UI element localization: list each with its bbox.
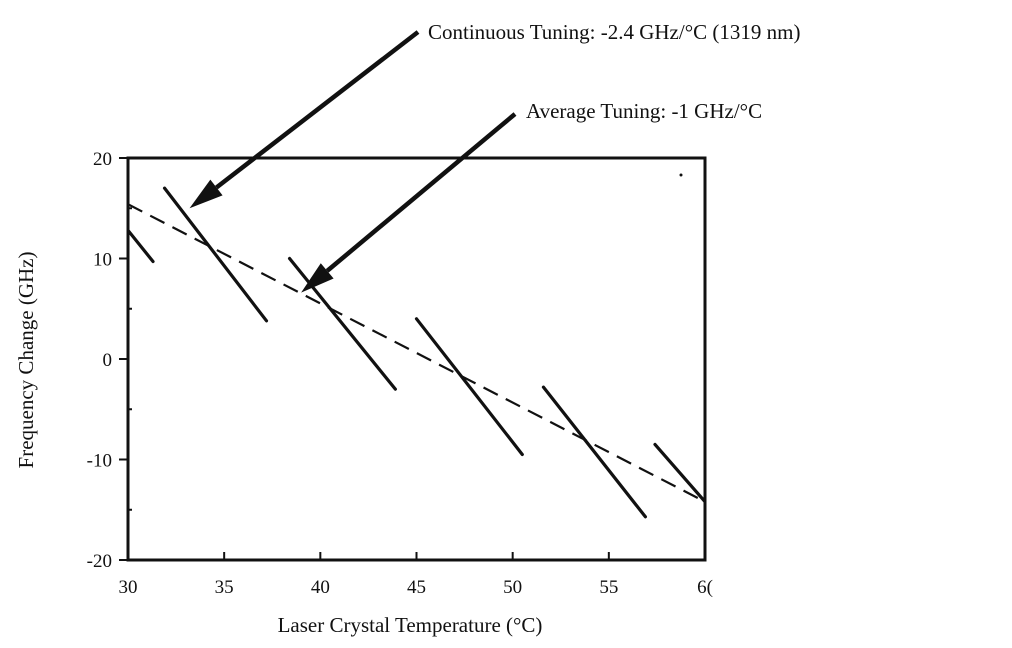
series-layer: [128, 186, 705, 519]
annotation-average-tuning: Average Tuning: -1 GHz/°C: [526, 99, 762, 123]
annotation-arrow-head: [189, 179, 223, 209]
y-tick-label: -20: [87, 551, 112, 572]
y-axis: 20 10 0 -10 -20: [87, 149, 132, 572]
y-tick-label: 0: [103, 350, 113, 371]
annotation-arrow-shaft: [215, 30, 420, 190]
y-tick-label: 20: [93, 149, 112, 170]
y-tick-label: -10: [87, 451, 112, 472]
annotation-continuous-tuning: Continuous Tuning: -2.4 GHz/°C (1319 nm): [428, 20, 800, 44]
tuning-segment: [653, 442, 705, 504]
plot-frame: [126, 156, 707, 562]
tuning-segment: [414, 317, 524, 457]
tuning-segment: [541, 385, 647, 519]
y-tick-label: 10: [93, 250, 112, 271]
y-axis-title: Frequency Change (GHz): [14, 252, 38, 469]
tuning-segment: [162, 186, 269, 323]
x-tick-label: 45: [407, 577, 426, 598]
x-tick-label: 50: [503, 577, 522, 598]
x-tick-label: 30: [119, 577, 138, 598]
plot-border: [126, 156, 707, 562]
annotation-arrow-shaft: [325, 112, 517, 273]
tuning-segment: [128, 228, 155, 264]
annotation-layer: [189, 30, 683, 293]
tuning-segment: [287, 256, 397, 391]
x-axis: 30 35 40 45 50 55 6(: [119, 552, 713, 598]
x-tick-label: 35: [215, 577, 234, 598]
stray-dot: [679, 173, 683, 177]
x-tick-label: 55: [599, 577, 618, 598]
x-tick-label: 40: [311, 577, 330, 598]
x-tick-label: 6(: [697, 577, 713, 598]
annotation-arrow-head: [301, 263, 334, 293]
average-trend-line: [128, 203, 705, 503]
x-axis-title: Laser Crystal Temperature (°C): [278, 613, 543, 637]
